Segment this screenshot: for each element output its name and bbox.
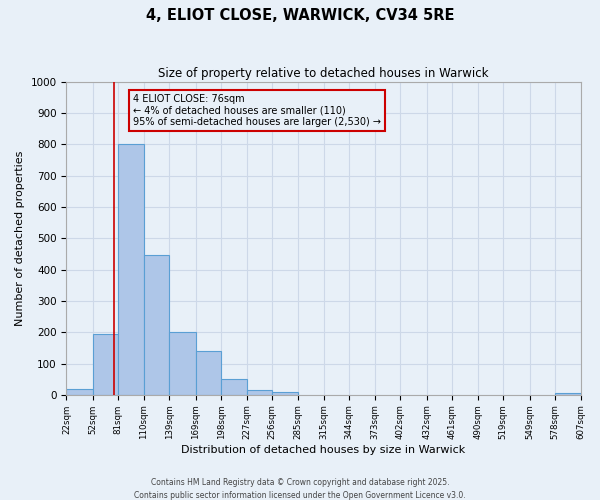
Bar (67, 388, 93, 395)
X-axis label: Distribution of detached houses by size in Warwick: Distribution of detached houses by size … (181, 445, 466, 455)
Bar (555, 394, 581, 395)
Bar (93, 334, 118, 395)
Title: Size of property relative to detached houses in Warwick: Size of property relative to detached ho… (158, 68, 489, 80)
Bar (169, 332, 196, 395)
Text: 4 ELIOT CLOSE: 76sqm
← 4% of detached houses are smaller (110)
95% of semi-detac: 4 ELIOT CLOSE: 76sqm ← 4% of detached ho… (133, 94, 381, 128)
Bar (196, 351, 221, 395)
Y-axis label: Number of detached properties: Number of detached properties (15, 150, 25, 326)
Bar (272, 392, 298, 395)
Text: 4, ELIOT CLOSE, WARWICK, CV34 5RE: 4, ELIOT CLOSE, WARWICK, CV34 5RE (146, 8, 454, 22)
Bar (247, 390, 272, 395)
Bar (221, 379, 247, 395)
Bar (118, 144, 144, 395)
Bar (144, 256, 169, 395)
Text: Contains HM Land Registry data © Crown copyright and database right 2025.
Contai: Contains HM Land Registry data © Crown c… (134, 478, 466, 500)
